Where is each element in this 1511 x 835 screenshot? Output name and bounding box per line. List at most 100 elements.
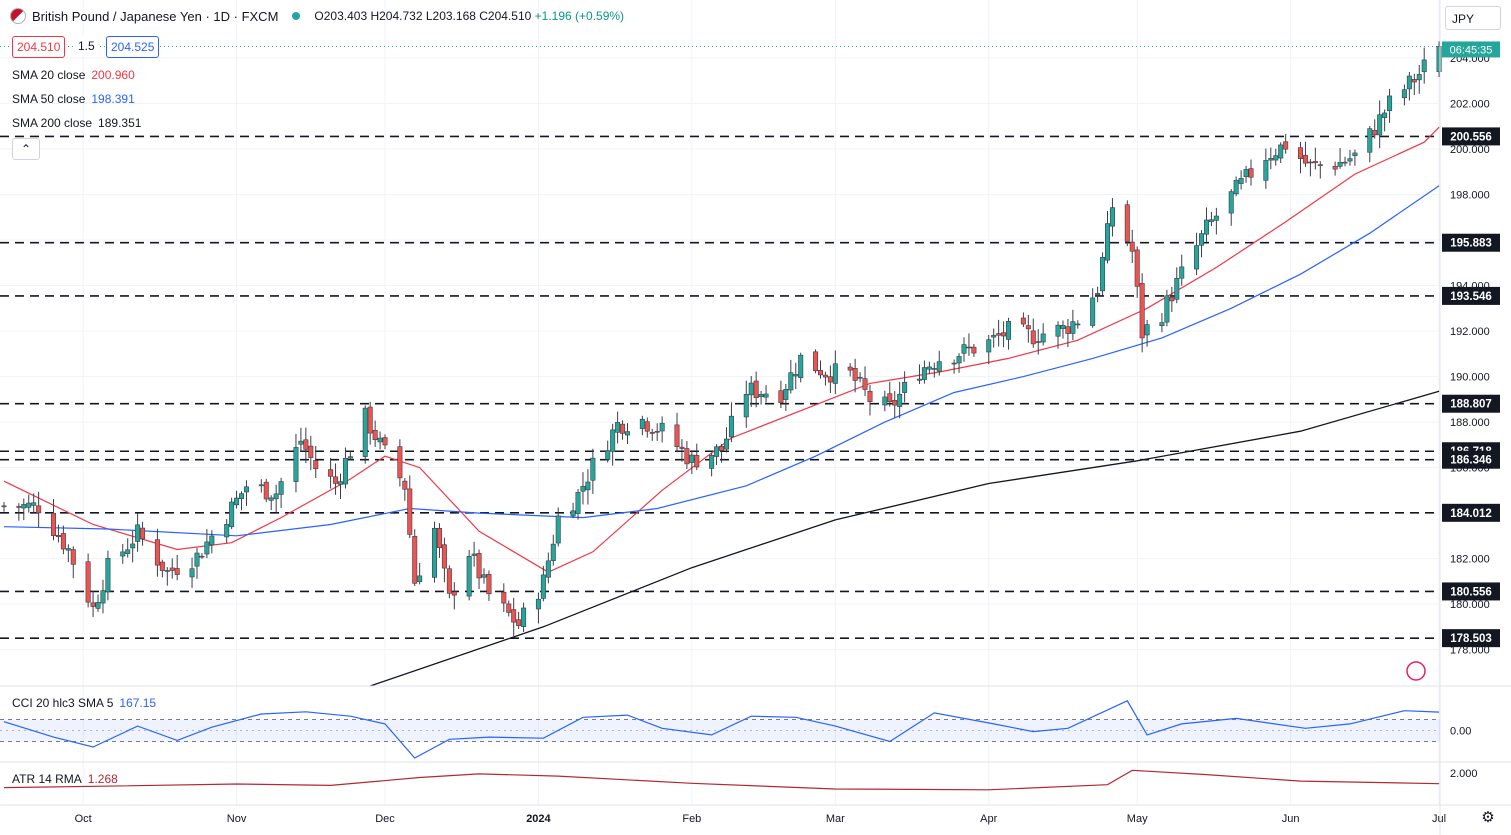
candle-body xyxy=(21,504,27,509)
candle-body xyxy=(501,591,507,604)
candle-body xyxy=(986,339,992,353)
buy-button[interactable]: 204.525 xyxy=(106,36,160,58)
candle-body xyxy=(1228,191,1234,214)
candle-body xyxy=(1263,160,1269,181)
candle-body xyxy=(333,476,339,484)
candle-body xyxy=(451,591,457,596)
time-tick-label: Jul xyxy=(1432,813,1446,825)
candle-body xyxy=(862,378,868,390)
candle-body xyxy=(639,418,645,429)
price-axis[interactable]: 178.000180.000182.000184.000186.000188.0… xyxy=(1442,41,1500,780)
level-label-box xyxy=(1442,450,1500,469)
candle-body xyxy=(956,356,962,364)
candle-body xyxy=(1025,325,1031,330)
candle-body xyxy=(763,393,769,398)
candle-body xyxy=(382,437,388,446)
price-tick-label: 180.000 xyxy=(1450,599,1490,611)
sell-button[interactable]: 204.510 xyxy=(12,36,66,58)
candle-body xyxy=(813,351,819,372)
candle-body xyxy=(822,374,828,378)
time-tick-label: Oct xyxy=(75,813,92,825)
candle-body xyxy=(857,376,863,379)
atr-legend[interactable]: ATR 14 RMA 1.268 xyxy=(12,772,118,786)
candle-body xyxy=(407,488,413,535)
candle-body xyxy=(867,390,873,402)
candle-body xyxy=(694,455,700,468)
price-tick-label: 188.000 xyxy=(1450,417,1490,429)
candle-body xyxy=(273,493,279,500)
candle-body xyxy=(1001,332,1007,337)
candle-body xyxy=(258,484,264,487)
sma200-line xyxy=(369,390,1440,687)
candle-body xyxy=(684,448,690,465)
candle-body xyxy=(412,536,418,584)
time-axis[interactable]: Oct Nov Dec 2024 Feb Mar Apr May Jun Jul xyxy=(75,813,1446,825)
countdown-label: 06:45:35 xyxy=(1450,44,1493,56)
candle-body xyxy=(951,362,957,365)
candle-body xyxy=(337,481,343,485)
sma50-legend[interactable]: SMA 50 close 198.391 xyxy=(12,92,135,106)
candle-body xyxy=(31,502,37,506)
time-tick-label: Mar xyxy=(826,813,845,825)
candle-body xyxy=(1283,141,1289,150)
price-tick-label: 182.000 xyxy=(1450,554,1490,566)
level-label-box xyxy=(1442,582,1500,601)
candlesticks xyxy=(1,41,1442,636)
candle-body xyxy=(1,505,7,508)
candle-body xyxy=(85,561,91,603)
cci-legend[interactable]: CCI 20 hlc3 SMA 5 167.15 xyxy=(12,696,156,710)
candle-body xyxy=(476,553,482,579)
candle-body xyxy=(441,544,447,569)
candle-body xyxy=(1372,129,1378,136)
candle-body xyxy=(1208,219,1214,222)
sma200-legend[interactable]: SMA 200 close 189.351 xyxy=(12,116,141,130)
time-tick-label: May xyxy=(1127,813,1148,825)
symbol-title[interactable]: British Pound / Japanese Yen · 1D · FXCM xyxy=(32,8,279,24)
level-label: 195.883 xyxy=(1450,238,1492,250)
candle-body xyxy=(293,447,299,482)
ohlc-values: O203.403 H204.732 L203.168 C204.510 +1.1… xyxy=(314,9,624,23)
candle-body xyxy=(1347,158,1353,162)
candle-body xyxy=(931,368,937,370)
candle-body xyxy=(1297,147,1303,159)
candle-body xyxy=(516,619,522,626)
candle-body xyxy=(902,381,908,393)
candle-body xyxy=(793,374,799,377)
support-resistance-levels xyxy=(0,45,1440,639)
candle-body xyxy=(743,393,749,418)
candle-body xyxy=(268,497,274,501)
candle-body xyxy=(1174,277,1180,300)
price-tick-label: 198.000 xyxy=(1450,190,1490,202)
level-label-box xyxy=(1442,503,1500,522)
collapse-legend-button[interactable]: ⌃ xyxy=(12,138,40,160)
candle-body xyxy=(882,396,888,406)
sma20-legend[interactable]: SMA 20 close 200.960 xyxy=(12,68,135,82)
sma50-label: SMA 50 close xyxy=(12,92,86,106)
candle-body xyxy=(887,393,893,402)
candle-body xyxy=(585,481,591,491)
currency-selector[interactable]: JPY xyxy=(1445,6,1501,30)
candle-body xyxy=(1278,144,1284,159)
candle-body xyxy=(135,524,141,542)
candle-body xyxy=(580,486,586,492)
candle-body xyxy=(1179,266,1185,279)
candle-body xyxy=(120,551,126,557)
time-tick-label: Dec xyxy=(375,813,395,825)
candle-body xyxy=(674,424,680,447)
candle-body xyxy=(1401,89,1407,99)
level-label: 186.346 xyxy=(1450,455,1492,467)
candle-body xyxy=(224,523,230,538)
sma20-value: 200.960 xyxy=(91,68,135,82)
candle-body xyxy=(654,430,660,433)
candle-body xyxy=(164,570,170,572)
candle-body xyxy=(1109,207,1115,227)
candle-body xyxy=(471,553,477,556)
candle-body xyxy=(511,609,517,623)
candle-body xyxy=(615,422,621,433)
candle-body xyxy=(709,454,715,469)
settings-gear-icon[interactable]: ⚙ xyxy=(1481,809,1495,826)
candle-body xyxy=(328,469,334,477)
candle-body xyxy=(1129,241,1135,252)
